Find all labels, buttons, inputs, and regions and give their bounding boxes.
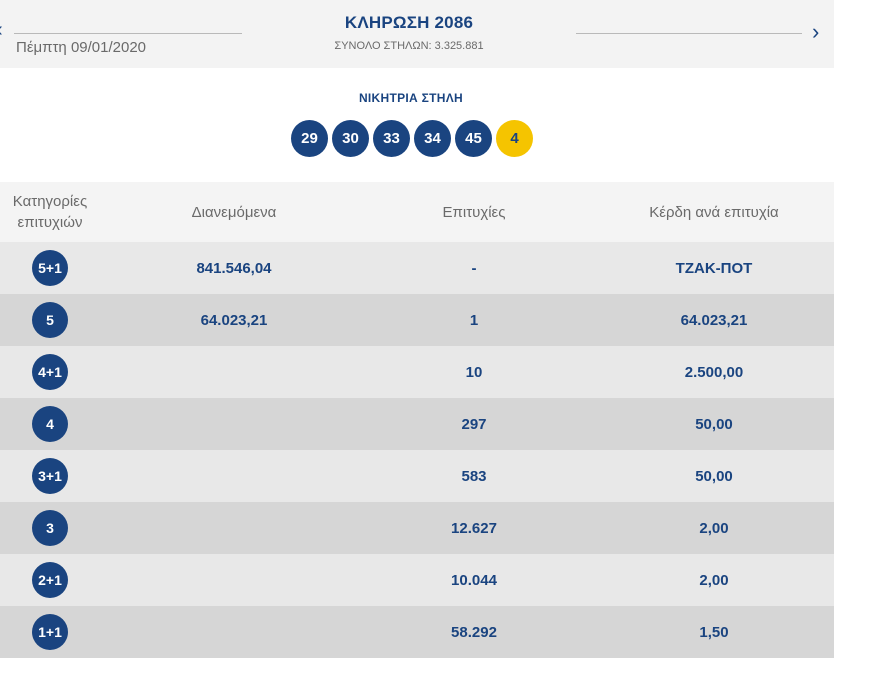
number-ball: 34 — [414, 120, 451, 157]
winning-numbers: 29 30 33 34 45 4 — [291, 120, 533, 157]
prize-value: 2,00 — [699, 519, 729, 537]
winning-column-title: ΝΙΚΗΤΡΙΑ ΣΤΗΛΗ — [358, 91, 464, 105]
category-badge: 4 — [32, 406, 68, 442]
distributed-value — [144, 398, 324, 450]
table-body: 5+1 841.546,04 - ΤΖΑΚ-ΠΟΤ 5 64.023,21 1 … — [0, 242, 834, 658]
category-badge: 4+1 — [32, 354, 68, 390]
chevron-right-icon[interactable]: › — [812, 19, 820, 44]
table-row: 3+1 583 50,00 — [0, 450, 834, 502]
number-ball: 30 — [332, 120, 369, 157]
winners-value: 1 — [469, 311, 479, 329]
prize-value: ΤΖΑΚ-ΠΟΤ — [675, 259, 753, 277]
prize-value: 1,50 — [699, 623, 729, 641]
distributed-value — [144, 502, 324, 554]
header-category-line1: Κατηγορίες — [12, 193, 88, 210]
header-divider-right — [576, 33, 802, 34]
results-panel: ‹ ΚΛΗΡΩΣΗ 2086 ΣΥΝΟΛΟ ΣΤΗΛΩΝ: 3.325.881 … — [0, 0, 834, 660]
winners-value: 583 — [461, 467, 487, 485]
header-prize: Κέρδη ανά επιτυχία — [649, 203, 779, 221]
category-badge: 3 — [32, 510, 68, 546]
number-ball: 33 — [373, 120, 410, 157]
category-badge: 5 — [32, 302, 68, 338]
chevron-left-icon[interactable]: ‹ — [0, 20, 3, 40]
draw-header: ‹ ΚΛΗΡΩΣΗ 2086 ΣΥΝΟΛΟ ΣΤΗΛΩΝ: 3.325.881 … — [0, 0, 834, 68]
header-distributed: Διανεμόμενα — [191, 203, 277, 221]
table-row: 5+1 841.546,04 - ΤΖΑΚ-ΠΟΤ — [0, 242, 834, 294]
table-header: Κατηγορίες επιτυχιών Διανεμόμενα Επιτυχί… — [0, 182, 834, 242]
prize-value: 50,00 — [695, 467, 733, 485]
category-badge: 2+1 — [32, 562, 68, 598]
prize-value: 50,00 — [695, 415, 733, 433]
winners-value: 297 — [461, 415, 487, 433]
draw-date: Πέμπτη 09/01/2020 — [16, 39, 147, 56]
table-row: 4 297 50,00 — [0, 398, 834, 450]
distributed-value — [144, 450, 324, 502]
joker-ball: 4 — [496, 120, 533, 157]
draw-title: ΚΛΗΡΩΣΗ 2086 — [344, 13, 474, 32]
prize-value: 2,00 — [699, 571, 729, 589]
prize-value: 2.500,00 — [684, 363, 744, 381]
table-row: 4+1 10 2.500,00 — [0, 346, 834, 398]
distributed-value — [144, 554, 324, 606]
table-row: 5 64.023,21 1 64.023,21 — [0, 294, 834, 346]
distributed-value: 64.023,21 — [200, 311, 268, 329]
distributed-value — [144, 346, 324, 398]
header-divider-left — [14, 33, 242, 34]
winners-value: - — [471, 259, 477, 277]
number-ball: 29 — [291, 120, 328, 157]
header-winners: Επιτυχίες — [442, 203, 506, 221]
number-ball: 45 — [455, 120, 492, 157]
category-badge: 1+1 — [32, 614, 68, 650]
table-row: 1+1 58.292 1,50 — [0, 606, 834, 658]
category-badge: 3+1 — [32, 458, 68, 494]
category-badge: 5+1 — [32, 250, 68, 286]
winners-value: 12.627 — [451, 519, 497, 537]
header-category-line2: επιτυχιών — [17, 214, 83, 231]
header-category: Κατηγορίες επιτυχιών — [0, 182, 100, 242]
prize-value: 64.023,21 — [680, 311, 748, 329]
table-row: 2+1 10.044 2,00 — [0, 554, 834, 606]
winners-value: 10.044 — [451, 571, 497, 589]
distributed-value: 841.546,04 — [196, 259, 272, 277]
winners-value: 58.292 — [451, 623, 497, 641]
total-columns: ΣΥΝΟΛΟ ΣΤΗΛΩΝ: 3.325.881 — [334, 40, 484, 52]
table-row: 3 12.627 2,00 — [0, 502, 834, 554]
distributed-value — [144, 606, 324, 658]
winners-value: 10 — [465, 363, 483, 381]
